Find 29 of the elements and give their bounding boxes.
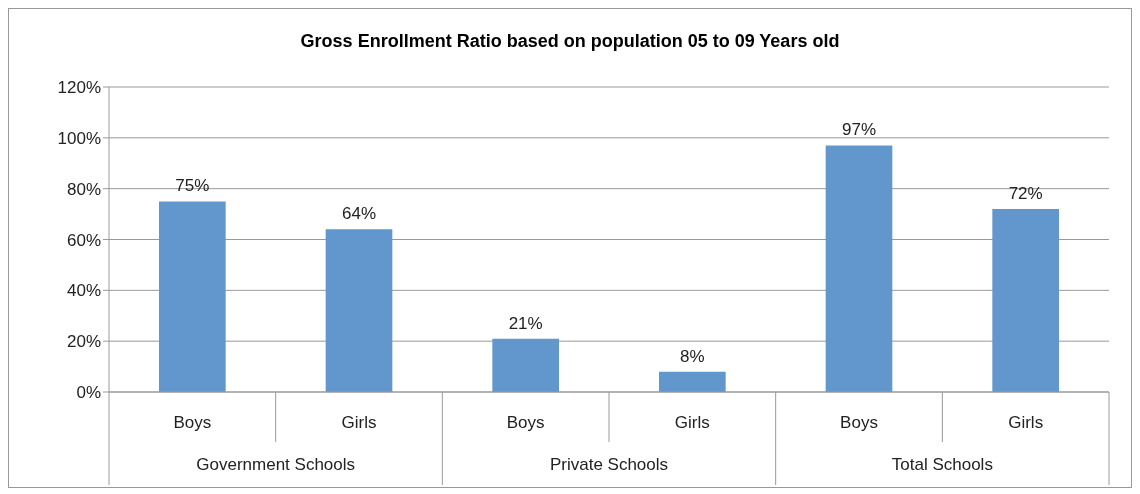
- text: Private Schools: [549, 455, 669, 474]
- bar: [159, 201, 226, 392]
- y-tick-label: 120%: [57, 78, 101, 98]
- y-tick-label: 80%: [66, 179, 101, 199]
- data-label: 75%: [175, 176, 210, 196]
- y-tick-label: 40%: [66, 281, 101, 301]
- bar: [825, 145, 893, 392]
- data-label: 8%: [680, 346, 705, 366]
- bar: [659, 371, 726, 392]
- bar: [325, 229, 393, 392]
- chart-title: Gross Enrollment Ratio based on population 05 to 09 Years old: [299, 30, 841, 53]
- y-tick-label: 100%: [57, 128, 101, 148]
- text: Total Schools: [891, 455, 993, 474]
- text: Government Schools: [196, 455, 356, 474]
- bar: [492, 338, 559, 392]
- y-tick-label: 60%: [66, 230, 101, 250]
- data-label: 97%: [841, 120, 877, 140]
- x-tick-label: Girls: [674, 413, 710, 432]
- x-tick-label: Boys: [506, 413, 545, 432]
- x-tick-label: Boys: [840, 413, 878, 432]
- data-label: 21%: [508, 313, 543, 333]
- data-label: 72%: [1008, 184, 1043, 203]
- x-tick-label: Girls: [341, 413, 377, 432]
- x-tick-label: Boys: [173, 413, 212, 432]
- bar: [992, 209, 1059, 392]
- y-tick-label: 20%: [66, 332, 101, 352]
- data-label: 64%: [341, 204, 377, 224]
- x-tick-label: Girls: [1008, 413, 1044, 432]
- y-tick-label: 0%: [76, 383, 101, 403]
